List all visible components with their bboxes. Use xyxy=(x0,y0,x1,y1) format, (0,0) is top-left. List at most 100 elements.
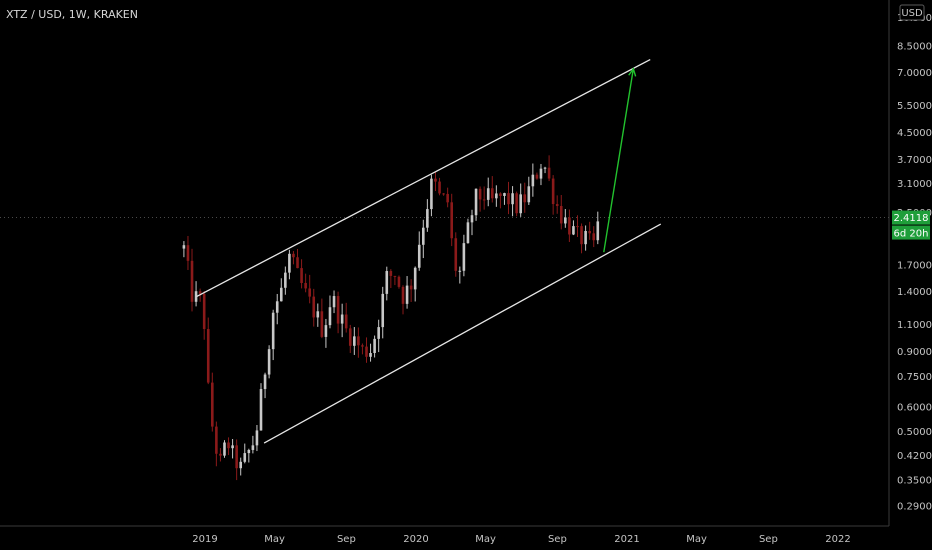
candle[interactable] xyxy=(247,448,251,463)
projection-arrow[interactable] xyxy=(603,67,637,253)
candle[interactable] xyxy=(486,177,490,207)
candle[interactable] xyxy=(409,279,413,302)
candle[interactable] xyxy=(312,288,316,327)
candle[interactable] xyxy=(344,302,348,333)
candle[interactable] xyxy=(588,221,591,240)
candle[interactable] xyxy=(564,208,567,228)
candle[interactable] xyxy=(474,188,478,221)
candle[interactable] xyxy=(454,232,458,277)
candle[interactable] xyxy=(292,251,295,265)
candle[interactable] xyxy=(592,226,596,248)
candle[interactable] xyxy=(442,193,445,196)
candle[interactable] xyxy=(357,327,360,358)
candle[interactable] xyxy=(369,343,372,362)
candle[interactable] xyxy=(267,345,271,379)
candle[interactable] xyxy=(194,281,198,307)
candle[interactable] xyxy=(202,291,206,340)
candle[interactable] xyxy=(490,176,494,203)
candle[interactable] xyxy=(438,177,441,196)
candle[interactable] xyxy=(580,223,583,254)
candle[interactable] xyxy=(543,166,547,174)
candle[interactable] xyxy=(426,199,429,232)
candle[interactable] xyxy=(340,303,344,338)
candle[interactable] xyxy=(389,269,393,289)
candle[interactable] xyxy=(466,218,470,244)
candle[interactable] xyxy=(596,211,600,245)
channel-upper-line[interactable] xyxy=(196,59,651,298)
candle[interactable] xyxy=(531,163,535,197)
candle[interactable] xyxy=(576,215,579,238)
candle[interactable] xyxy=(365,337,368,363)
candle[interactable] xyxy=(535,172,539,180)
candle[interactable] xyxy=(559,195,563,230)
candle[interactable] xyxy=(377,319,380,353)
candle[interactable] xyxy=(271,309,275,361)
candle[interactable] xyxy=(227,437,230,456)
candle[interactable] xyxy=(279,278,283,302)
candle[interactable] xyxy=(434,171,437,192)
candle[interactable] xyxy=(397,275,401,289)
candle[interactable] xyxy=(495,185,498,207)
candle[interactable] xyxy=(263,372,267,399)
candle[interactable] xyxy=(223,440,226,458)
candle[interactable] xyxy=(324,318,328,348)
candle[interactable] xyxy=(259,383,263,431)
candle[interactable] xyxy=(523,182,527,213)
candle[interactable] xyxy=(462,234,466,277)
candle[interactable] xyxy=(243,443,247,464)
candle[interactable] xyxy=(450,193,454,247)
candle[interactable] xyxy=(373,335,376,358)
candle[interactable] xyxy=(239,457,243,476)
candle[interactable] xyxy=(300,259,303,289)
candle[interactable] xyxy=(284,266,287,295)
channel-lower-line[interactable] xyxy=(263,223,662,444)
candle[interactable] xyxy=(519,183,522,217)
candle[interactable] xyxy=(503,192,506,205)
candle[interactable] xyxy=(430,174,433,217)
candle[interactable] xyxy=(555,195,559,214)
candle[interactable] xyxy=(527,176,531,205)
candle[interactable] xyxy=(405,276,409,309)
candle[interactable] xyxy=(190,248,194,312)
candle[interactable] xyxy=(308,274,311,304)
candle[interactable] xyxy=(251,435,255,454)
candle[interactable] xyxy=(482,186,486,210)
candle[interactable] xyxy=(413,266,417,302)
candle[interactable] xyxy=(422,219,425,259)
candle[interactable] xyxy=(417,231,421,271)
candle[interactable] xyxy=(182,241,186,258)
candle[interactable] xyxy=(393,275,397,286)
candle[interactable] xyxy=(515,191,518,217)
candle[interactable] xyxy=(206,317,210,385)
candle[interactable] xyxy=(316,303,320,327)
candle[interactable] xyxy=(320,298,324,339)
candle[interactable] xyxy=(296,248,299,269)
candle[interactable] xyxy=(304,273,307,293)
candle[interactable] xyxy=(551,175,555,215)
candle[interactable] xyxy=(381,286,385,339)
candle[interactable] xyxy=(446,187,449,208)
candle[interactable] xyxy=(385,266,389,301)
candle[interactable] xyxy=(328,295,332,329)
candle[interactable] xyxy=(458,266,462,284)
candle[interactable] xyxy=(568,209,571,243)
candle[interactable] xyxy=(478,186,482,212)
candle[interactable] xyxy=(511,186,514,217)
candle[interactable] xyxy=(186,235,190,270)
candle[interactable] xyxy=(547,155,551,182)
candle[interactable] xyxy=(211,372,214,432)
candle[interactable] xyxy=(499,192,502,209)
candle[interactable] xyxy=(219,448,222,462)
candle[interactable] xyxy=(235,439,238,481)
candle[interactable] xyxy=(231,439,234,459)
candle[interactable] xyxy=(572,220,575,236)
candle[interactable] xyxy=(255,425,259,452)
candle[interactable] xyxy=(361,343,364,355)
candle[interactable] xyxy=(348,324,352,354)
candle[interactable] xyxy=(470,209,474,236)
candle[interactable] xyxy=(332,290,336,314)
candle[interactable] xyxy=(275,293,279,325)
candle[interactable] xyxy=(507,181,510,215)
candle[interactable] xyxy=(401,285,405,315)
